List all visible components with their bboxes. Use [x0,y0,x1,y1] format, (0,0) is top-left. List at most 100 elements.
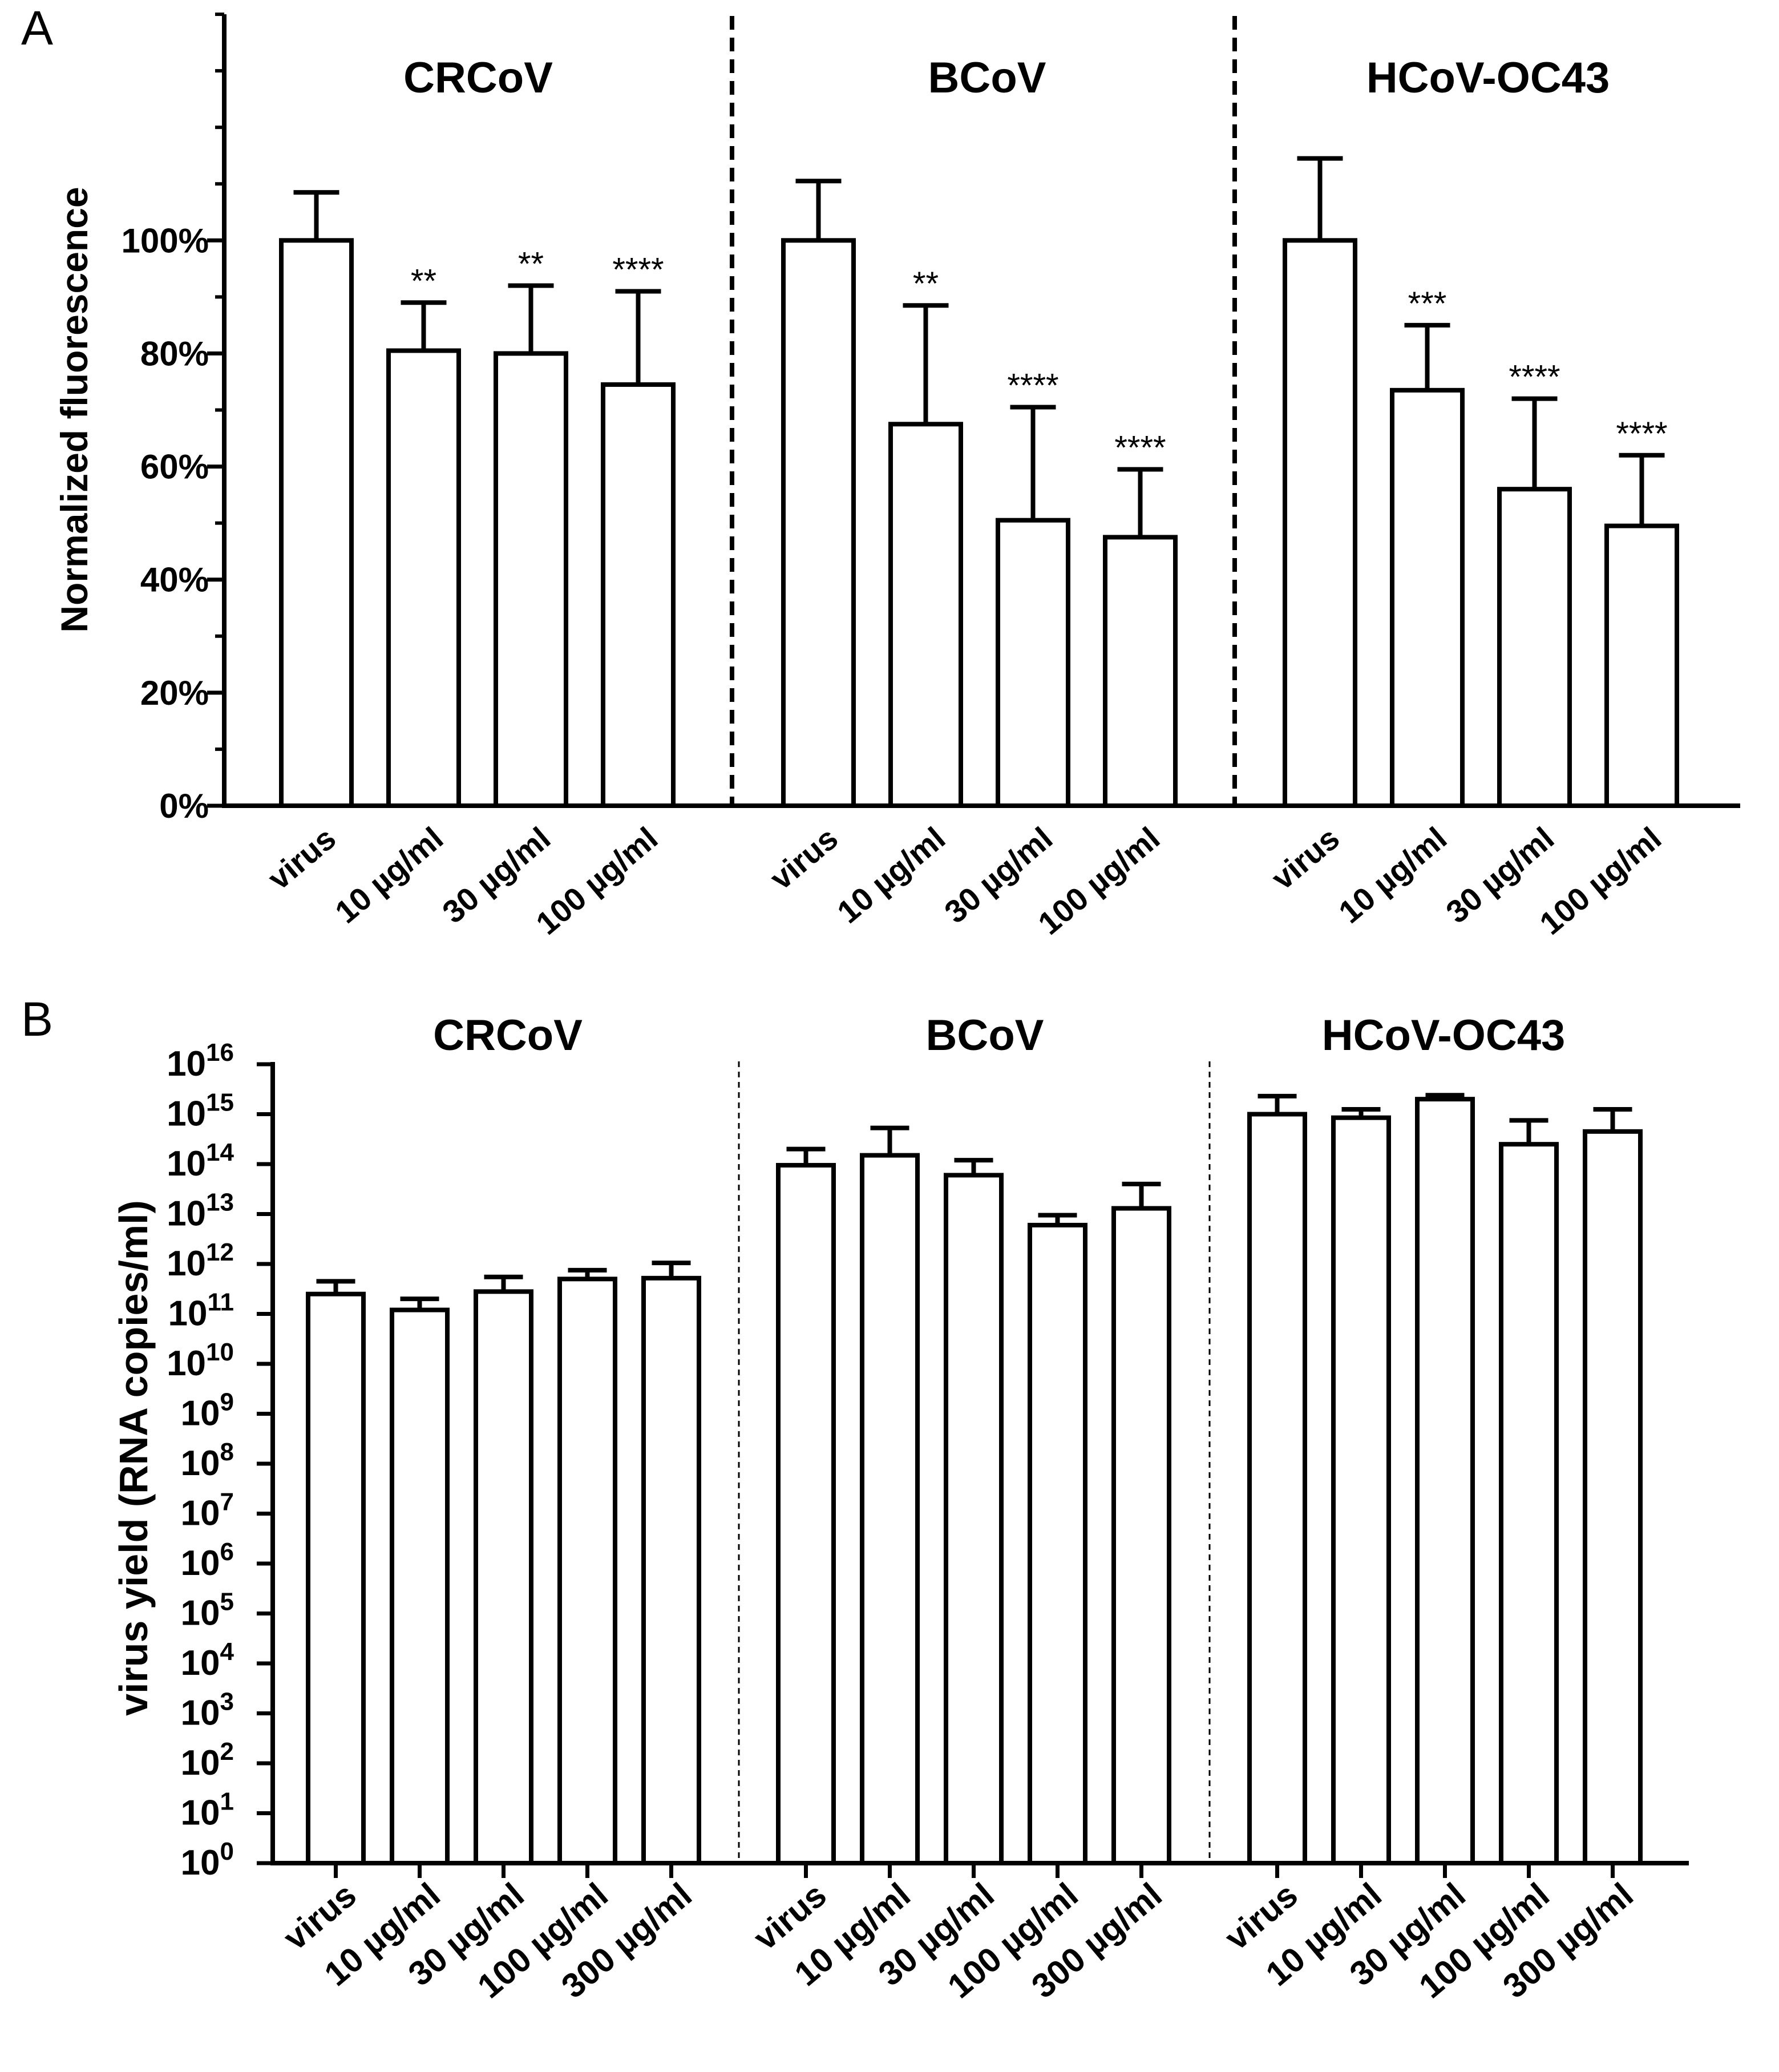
y-tick-label: 1013 [167,1189,234,1234]
y-tick-exponent: 5 [220,1588,234,1616]
bar [641,1275,701,1865]
y-tick-exponent: 6 [220,1538,234,1566]
bar [1604,523,1679,808]
significance-label: **** [1114,430,1166,467]
bar [386,348,461,808]
y-tick-label: 101 [181,1788,234,1833]
x-tick-label: virus [1264,820,1346,896]
y-tick-base: 10 [167,1144,206,1184]
y-tick-exponent: 10 [206,1338,234,1366]
y-tick-label: 40% [140,561,209,599]
y-tick-base: 10 [181,1544,220,1583]
y-tick-label: 104 [181,1638,234,1683]
y-tick-base: 10 [181,1694,220,1733]
bar [279,238,354,808]
y-tick-label: 20% [140,674,209,712]
y-tick-base: 10 [181,1794,220,1833]
y-axis-label: virus yield (RNA copies/ml) [111,1200,156,1716]
significance-label: ** [913,265,939,302]
y-tick-exponent: 15 [206,1089,234,1117]
y-tick-exponent: 7 [220,1488,234,1516]
y-tick-exponent: 11 [207,1289,234,1316]
significance-label: *** [1408,285,1447,322]
y-tick-label: 1014 [167,1138,234,1184]
y-tick-base: 10 [181,1494,220,1533]
y-tick-base: 10 [181,1843,220,1883]
y-tick-label: 80% [140,334,209,373]
x-tick-label: 100 µg/ml [1533,820,1668,942]
y-tick-base: 10 [181,1594,220,1633]
bar [1497,487,1572,808]
y-tick-label: 1016 [167,1039,234,1084]
x-tick-label: 10 µg/ml [328,820,450,930]
x-tick-label: 100 µg/ml [529,820,664,942]
group-title: CRCoV [403,54,553,102]
y-tick-exponent: 1 [220,1788,234,1816]
y-tick-label: 103 [181,1688,234,1733]
bar [1103,535,1178,808]
y-tick-base: 10 [181,1643,220,1683]
y-tick-label: 1012 [167,1238,234,1283]
y-tick-label: 105 [181,1588,234,1633]
y-tick-exponent: 16 [206,1039,234,1067]
bar [1499,1142,1559,1865]
bar [1390,387,1465,808]
significance-label: ** [518,246,544,283]
panel-label-a: A [21,1,53,55]
y-tick-exponent: 3 [220,1688,234,1716]
panel-label-b: B [21,992,53,1046]
bar [601,382,676,808]
bar [390,1307,450,1865]
bar [944,1173,1004,1866]
significance-label: **** [612,251,664,288]
y-tick-label: 100 [181,1837,234,1883]
y-tick-exponent: 2 [220,1738,234,1766]
panel-b: B100101102103104105106107108109101010111… [21,992,1689,2006]
y-tick-exponent: 4 [220,1638,234,1666]
x-tick-label: virus [261,820,342,896]
y-tick-exponent: 13 [206,1189,234,1217]
y-tick-label: 107 [181,1488,234,1533]
x-tick-label: 10 µg/ml [830,820,952,930]
y-tick-label: 109 [181,1388,234,1433]
group-title: BCoV [928,54,1046,102]
y-tick-label: 100% [122,221,209,260]
y-tick-label: 1010 [167,1338,234,1383]
y-tick-base: 10 [181,1743,220,1783]
y-tick-base: 10 [168,1294,208,1334]
y-tick-label: 108 [181,1438,234,1483]
significance-label: **** [1007,367,1058,405]
x-tick-label: 100 µg/ml [1031,820,1166,942]
y-tick-base: 10 [167,1044,206,1084]
bar [1283,238,1357,808]
group-title: HCoV-OC43 [1322,1011,1566,1060]
bar [494,351,568,808]
bar [557,1277,617,1865]
y-tick-label: 60% [140,448,209,486]
y-tick-label: 0% [159,787,209,825]
y-tick-exponent: 9 [220,1388,234,1416]
y-tick-label: 106 [181,1538,234,1583]
y-tick-exponent: 0 [220,1837,234,1865]
panel-a: A 0% 20% 40% 60% 80% 100% Normalized fluorescen… [21,1,1740,942]
bar [1247,1112,1307,1865]
y-tick-base: 10 [167,1344,206,1383]
bar [306,1291,366,1865]
bar [1111,1206,1171,1866]
y-tick-exponent: 14 [206,1138,234,1166]
y-tick-base: 10 [167,1094,206,1134]
y-tick-base: 10 [167,1194,206,1234]
group-title: BCoV [926,1011,1044,1060]
bar [1028,1222,1087,1866]
y-tick-base: 10 [181,1394,220,1433]
y-tick-exponent: 8 [220,1438,234,1466]
bar [996,518,1070,808]
bar [888,422,963,808]
bar [860,1153,920,1865]
bar [1583,1129,1643,1865]
significance-label: **** [1509,359,1560,396]
y-axis-label: Normalized fluorescence [53,187,95,632]
bar [1331,1115,1391,1865]
bar [474,1289,533,1866]
